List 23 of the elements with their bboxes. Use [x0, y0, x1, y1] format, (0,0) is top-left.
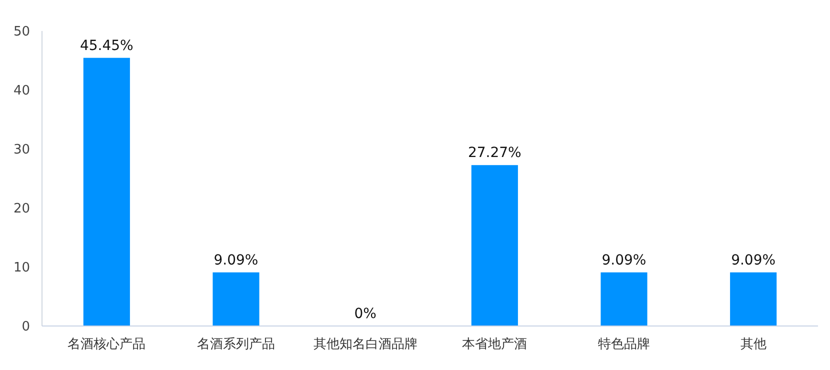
- x-tick-label: 名酒系列产品: [197, 337, 275, 352]
- data-label: 9.09%: [602, 252, 646, 268]
- x-tick-label: 本省地产酒: [462, 337, 528, 352]
- x-tick-label: 名酒核心产品: [68, 336, 146, 352]
- data-label: 45.45%: [80, 38, 134, 54]
- bar: [471, 165, 518, 326]
- x-tick-label: 其他: [740, 337, 766, 352]
- x-tick-label: 特色品牌: [598, 337, 650, 352]
- y-tick-label: 0: [22, 320, 30, 335]
- y-tick-label: 30: [13, 142, 30, 158]
- bar: [212, 272, 260, 326]
- y-tick-label: 50: [13, 24, 30, 40]
- bar: [83, 58, 130, 326]
- x-tick-label: 其他知名白酒品牌: [313, 337, 418, 352]
- data-label: 9.09%: [214, 252, 258, 268]
- y-tick-label: 40: [13, 84, 30, 99]
- bar: [600, 272, 648, 326]
- data-label: 0%: [354, 306, 376, 322]
- y-tick-label: 20: [13, 202, 30, 217]
- bar: [730, 272, 777, 326]
- data-label: 9.09%: [731, 252, 776, 268]
- data-label: 27.27%: [468, 145, 522, 162]
- y-tick-label: 10: [13, 260, 30, 276]
